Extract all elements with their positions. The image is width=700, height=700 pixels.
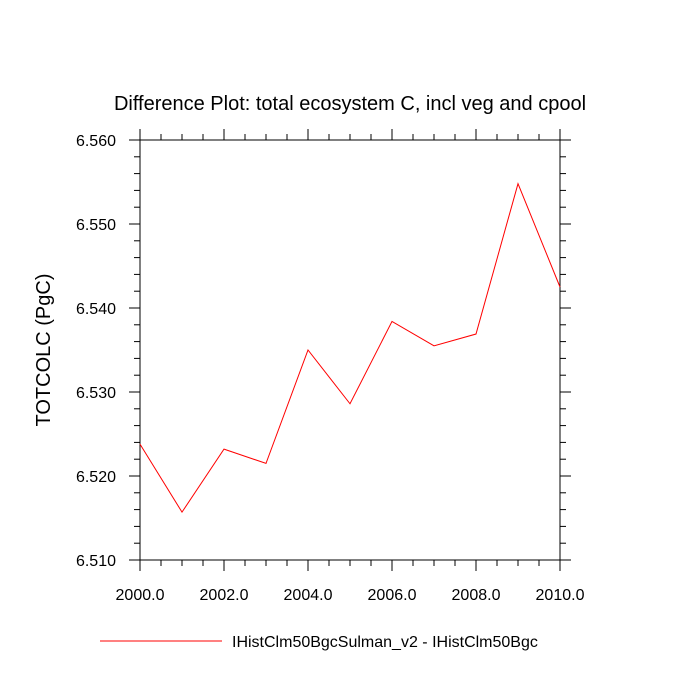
legend: IHistClm50BgcSulman_v2 - IHistClm50Bgc [100, 634, 538, 651]
axis-tick-labels: 2000.0 2002.0 2004.0 2006.0 2008.0 2010.0 6.51… [76, 133, 585, 604]
x-tick-label: 2002.0 [200, 587, 249, 604]
series-group [139, 182, 561, 514]
chart-title: Difference Plot: total ecosystem C, incl… [114, 93, 586, 115]
y-tick-label: 6.560 [76, 133, 116, 150]
axis-ticks [129, 129, 571, 571]
x-tick-label: 2000.0 [116, 587, 165, 604]
y-tick-label: 6.550 [76, 217, 116, 234]
x-tick-label: 2008.0 [452, 587, 501, 604]
y-tick-label: 6.540 [76, 301, 116, 318]
y-axis-label: TOTCOLC (PgC) [33, 274, 55, 427]
plot-area-frame [139, 139, 561, 561]
x-tick-label: 2006.0 [368, 587, 417, 604]
y-tick-label: 6.510 [76, 553, 116, 570]
x-tick-label: 2010.0 [536, 587, 585, 604]
y-tick-label: 6.530 [76, 385, 116, 402]
y-tick-label: 6.520 [76, 469, 116, 486]
legend-label: IHistClm50BgcSulman_v2 - IHistClm50Bgc [232, 634, 538, 651]
x-tick-label: 2004.0 [284, 587, 333, 604]
series-line [139, 182, 561, 514]
